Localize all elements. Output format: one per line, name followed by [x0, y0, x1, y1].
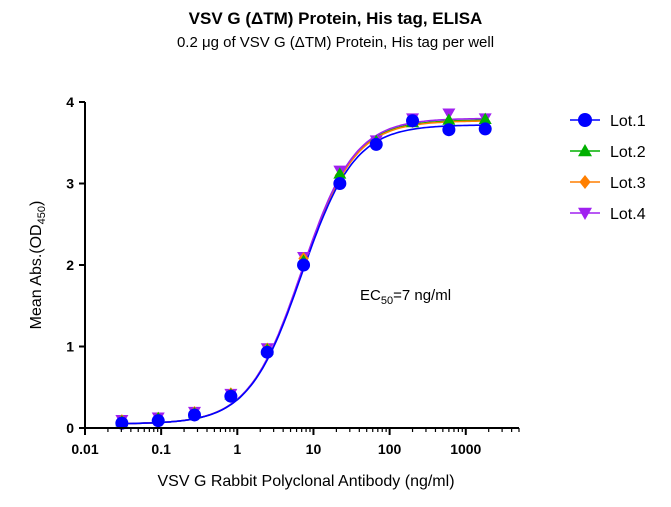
data-point-lot1 [224, 389, 238, 403]
x-tick-label: 1000 [450, 441, 481, 457]
data-point-lot1 [151, 414, 165, 428]
data-point-lot1 [442, 123, 456, 137]
y-axis-label-main: Mean Abs.(OD [28, 224, 45, 329]
legend-marker [578, 144, 592, 157]
x-tick-label: 10 [306, 441, 322, 457]
legend-marker [578, 113, 592, 127]
x-tick-label: 1 [233, 441, 241, 457]
x-tick-label: 100 [378, 441, 402, 457]
y-axis-label-sub: 450 [36, 206, 48, 224]
legend-label: Lot.3 [610, 175, 646, 192]
fit-curve-lot2 [121, 119, 486, 425]
fit-curve-lot3 [121, 120, 486, 425]
ec50-prefix: EC [360, 287, 381, 304]
ec50-annotation: EC50=7 ng/ml [360, 287, 451, 307]
data-point-lot1 [260, 345, 274, 359]
legend-marker [579, 175, 591, 189]
data-point-lot1 [333, 177, 347, 190]
data-points [115, 108, 492, 430]
ec50-sub: 50 [381, 295, 393, 307]
data-point-lot2 [442, 113, 456, 125]
y-axis-label: Mean Abs.(OD450) [28, 201, 48, 330]
y-axis-label-end: ) [28, 201, 45, 206]
y-tick-label: 4 [66, 94, 74, 110]
ec50-suffix: =7 ng/ml [393, 287, 451, 304]
axes: 0 1 2 3 4 0.01 0.1 1 10 100 1000 [66, 94, 520, 457]
data-point-lot1 [297, 258, 311, 272]
legend: Lot.1 Lot.2 Lot.3 Lot.4 [570, 113, 646, 223]
chart-subtitle: 0.2 μg of VSV G (ΔTM) Protein, His tag p… [176, 34, 495, 51]
y-tick-label: 0 [66, 420, 74, 436]
legend-marker [578, 207, 592, 220]
fit-curve-lot1 [121, 124, 486, 425]
legend-label: Lot.1 [610, 113, 646, 130]
data-point-lot1 [187, 408, 201, 422]
chart-title: VSV G (ΔTM) Protein, His tag, ELISA [188, 9, 483, 28]
data-point-lot2 [478, 112, 492, 124]
data-point-lot1 [369, 137, 383, 151]
x-axis-label: VSV G Rabbit Polyclonal Antibody (ng/ml) [157, 473, 454, 490]
data-point-lot1 [406, 114, 420, 128]
legend-label: Lot.4 [610, 206, 646, 223]
y-tick-label: 3 [66, 176, 74, 192]
y-tick-label: 1 [66, 339, 74, 355]
data-point-lot1 [115, 416, 129, 430]
y-tick-label: 2 [66, 257, 74, 273]
legend-label: Lot.2 [610, 144, 646, 161]
data-point-lot2 [333, 167, 347, 179]
x-tick-label: 0.01 [71, 441, 98, 457]
x-tick-label: 0.1 [151, 441, 171, 457]
data-point-lot1 [478, 122, 492, 136]
